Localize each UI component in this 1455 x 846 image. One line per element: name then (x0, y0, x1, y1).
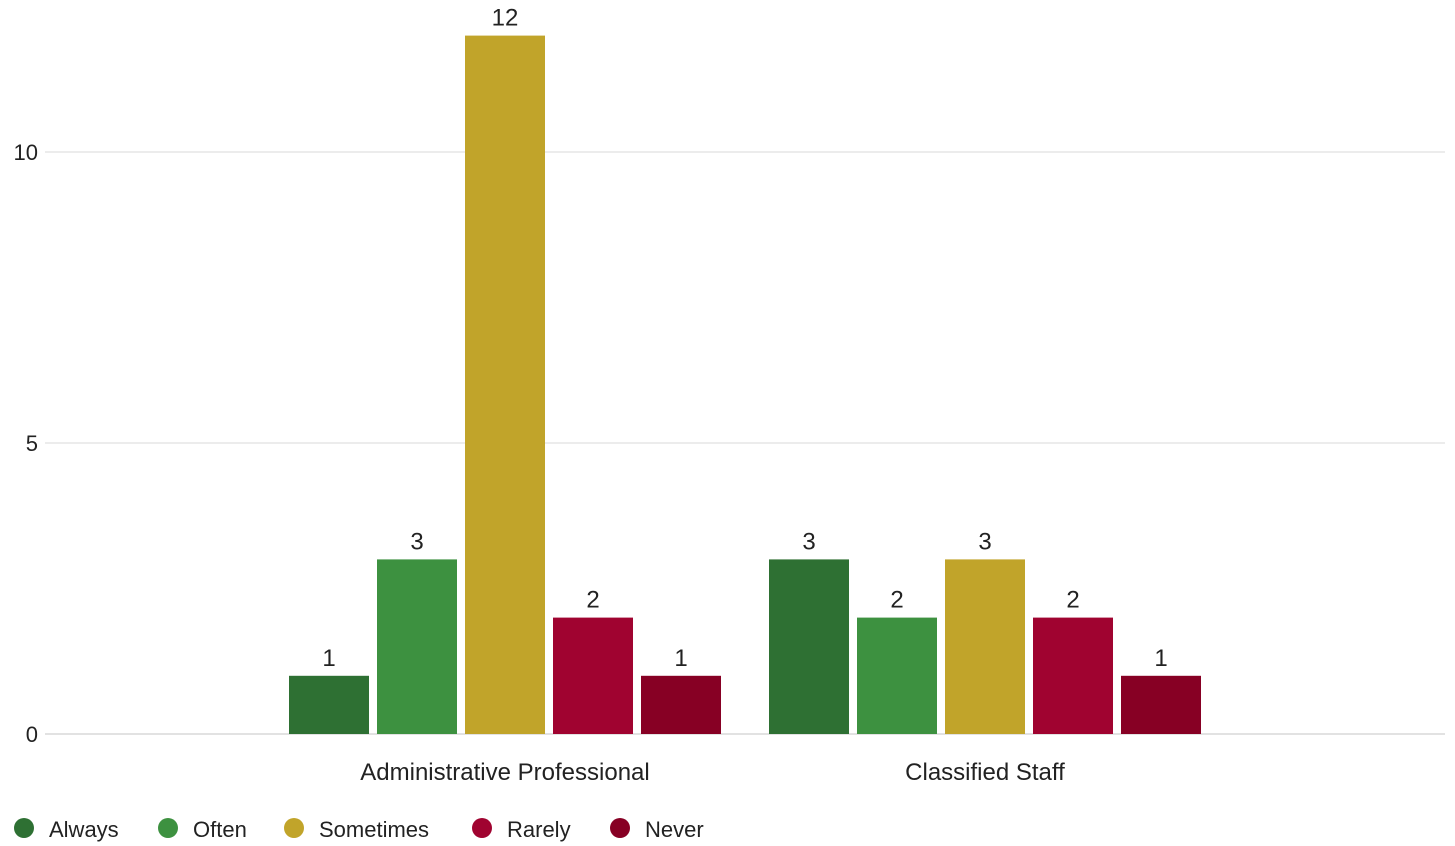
legend-item-sometimes[interactable]: Sometimes (284, 817, 429, 842)
data-label: 3 (802, 528, 815, 555)
category-labels: Administrative Professional Classified St… (360, 759, 1065, 786)
y-tick-label: 0 (26, 722, 38, 747)
grid-lines (45, 151, 1445, 735)
y-tick-label: 5 (26, 431, 38, 456)
bar-sometimes-0[interactable] (465, 35, 545, 735)
category-label: Administrative Professional (360, 759, 649, 786)
legend-item-always[interactable]: Always (14, 817, 119, 842)
data-label: 3 (410, 528, 423, 555)
y-axis-tick-labels: 0 5 10 (14, 140, 38, 747)
legend[interactable]: Always Often Sometimes Rarely Never (14, 817, 704, 842)
bar-always-1[interactable] (769, 559, 849, 734)
bar-often-1[interactable] (857, 617, 937, 734)
legend-label: Never (645, 817, 704, 842)
data-label: 2 (1066, 587, 1079, 614)
legend-label: Sometimes (319, 817, 429, 842)
legend-item-never[interactable]: Never (610, 817, 704, 842)
legend-label: Often (193, 817, 247, 842)
data-label: 1 (322, 645, 335, 672)
legend-item-often[interactable]: Often (158, 817, 247, 842)
category-label: Classified Staff (905, 759, 1065, 786)
bars (289, 35, 1201, 735)
data-label: 1 (674, 645, 687, 672)
legend-swatch-icon (14, 818, 34, 838)
y-tick-label: 10 (14, 140, 38, 165)
legend-swatch-icon (158, 818, 178, 838)
data-label: 2 (586, 587, 599, 614)
data-label: 2 (890, 587, 903, 614)
data-label: 3 (978, 528, 991, 555)
data-label: 1 (1154, 645, 1167, 672)
legend-label: Rarely (507, 817, 571, 842)
legend-swatch-icon (610, 818, 630, 838)
legend-item-rarely[interactable]: Rarely (472, 817, 571, 842)
legend-swatch-icon (472, 818, 492, 838)
bar-never-1[interactable] (1121, 675, 1201, 734)
bar-always-0[interactable] (289, 675, 369, 734)
bar-never-0[interactable] (641, 675, 721, 734)
bar-rarely-0[interactable] (553, 617, 633, 734)
legend-swatch-icon (284, 818, 304, 838)
legend-label: Always (49, 817, 119, 842)
bar-often-0[interactable] (377, 559, 457, 734)
bar-sometimes-1[interactable] (945, 559, 1025, 734)
data-label: 12 (492, 5, 519, 32)
bar-rarely-1[interactable] (1033, 617, 1113, 734)
